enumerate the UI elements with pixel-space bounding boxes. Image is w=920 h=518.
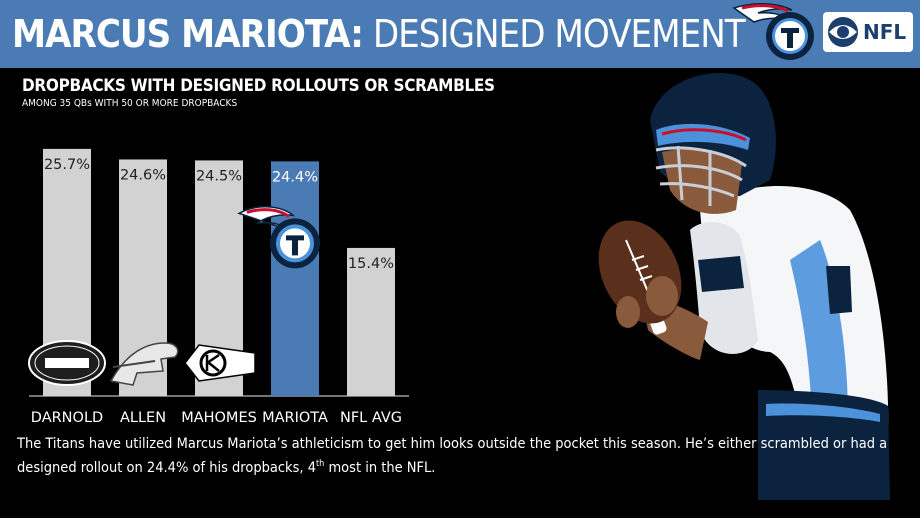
- page-title-topic: DESIGNED MOVEMENT: [372, 12, 746, 56]
- category-label-nfl-avg: NFL AVG: [340, 410, 402, 426]
- value-label-mariota: 24.4%: [272, 169, 318, 185]
- page-title-player: MARCUS MARIOTA:: [12, 12, 364, 56]
- page-title: MARCUS MARIOTA: DESIGNED MOVEMENT: [12, 10, 746, 58]
- category-label-darnold: DARNOLD: [31, 410, 103, 426]
- description-text-end: most in the NFL.: [324, 459, 436, 476]
- category-label-mariota: MARIOTA: [262, 410, 328, 426]
- jets-logo-icon: [28, 340, 106, 386]
- bills-logo-icon: [109, 342, 179, 386]
- value-label-darnold: 25.7%: [44, 157, 90, 173]
- player-photo: [598, 73, 890, 500]
- network-label: NFL: [863, 20, 907, 44]
- titans-logo-icon: [732, 3, 814, 60]
- description-text-main: The Titans have utilized Marcus Mariota’…: [17, 436, 888, 476]
- bar-mariota: [271, 161, 319, 396]
- category-label-mahomes: MAHOMES: [181, 410, 257, 426]
- bar-chart: 25.7% DARNOLD 24.6% ALLEN 24.5% MAHOMES 24.4% M…: [28, 148, 409, 426]
- network-badge: NFL: [823, 12, 913, 52]
- description-superscript: th: [316, 459, 325, 469]
- cbs-eye-icon: [828, 17, 858, 47]
- value-label-nfl-avg: 15.4%: [348, 256, 394, 272]
- value-label-mahomes: 24.5%: [196, 168, 242, 184]
- titans-logo-icon: [237, 206, 320, 269]
- chiefs-logo-icon: [184, 344, 256, 382]
- category-label-allen: ALLEN: [120, 410, 166, 426]
- description-text: The Titans have utilized Marcus Mariota’…: [17, 434, 907, 478]
- bar-nfl-avg: [347, 247, 395, 396]
- chart-title: DROPBACKS WITH DESIGNED ROLLOUTS OR SCRA…: [22, 76, 495, 96]
- header-bar: MARCUS MARIOTA: DESIGNED MOVEMENT NFL: [0, 0, 920, 68]
- value-label-allen: 24.6%: [120, 167, 166, 183]
- chart-subtitle: AMONG 35 QBs WITH 50 OR MORE DROPBACKS: [22, 98, 238, 109]
